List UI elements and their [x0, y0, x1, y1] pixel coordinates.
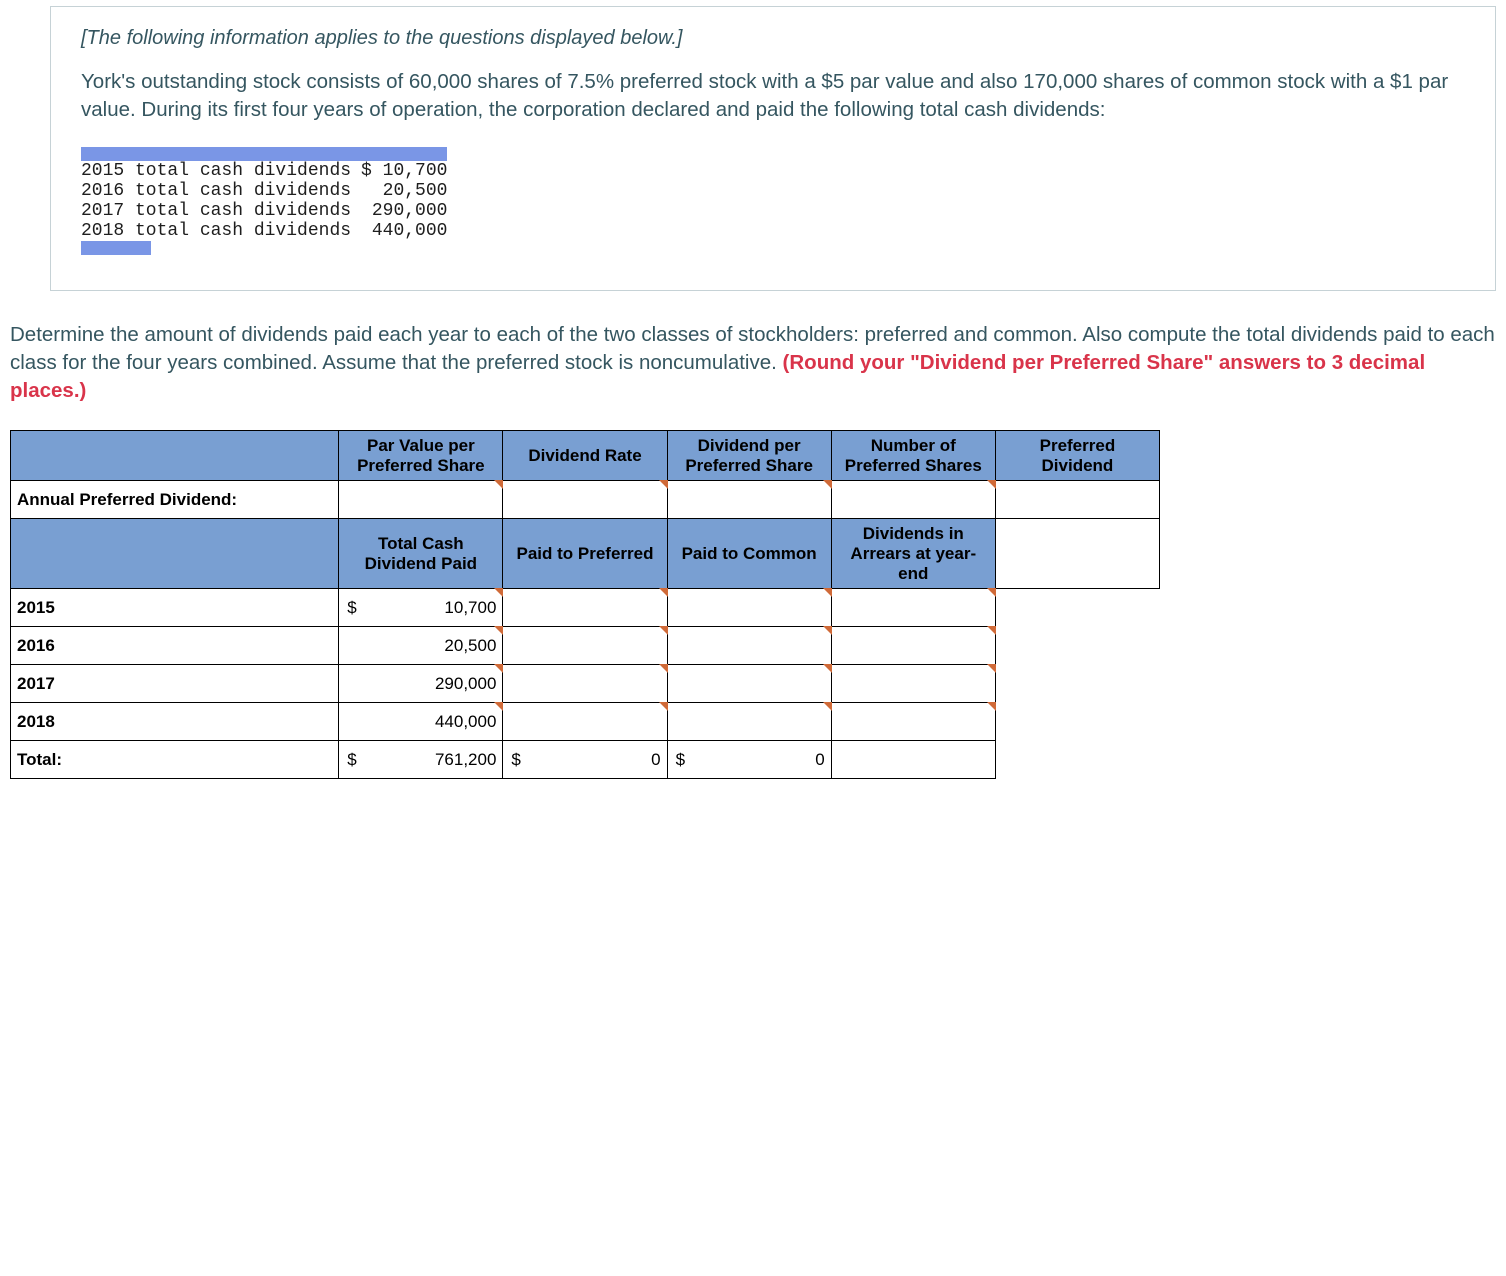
input-arrears[interactable]: [831, 703, 995, 741]
info-card: [The following information applies to th…: [50, 6, 1496, 291]
cell-value: 440,000: [361, 221, 447, 241]
blank-cell: [995, 627, 1159, 665]
col-preferred-dividend: Preferred Dividend: [995, 431, 1159, 481]
table-row: 2018 total cash dividends440,000: [81, 221, 447, 241]
input-dividend-per-share[interactable]: [667, 481, 831, 519]
blank-cell: [831, 741, 995, 779]
cell-total-cash: 440,000: [339, 703, 503, 741]
input-paid-preferred[interactable]: [503, 627, 667, 665]
cell-label: 2016 total cash dividends: [81, 181, 361, 201]
intro-note: [The following information applies to th…: [81, 27, 1465, 50]
col-par-value: Par Value per Preferred Share: [339, 431, 503, 481]
cell-total-common: $0: [667, 741, 831, 779]
input-paid-common[interactable]: [667, 703, 831, 741]
blank-cell: [995, 519, 1159, 589]
blank-cell: [995, 741, 1159, 779]
cell-label: 2018 total cash dividends: [81, 221, 361, 241]
row-label: Annual Preferred Dividend:: [11, 481, 339, 519]
row-2015: 2015 $10,700: [11, 589, 1160, 627]
selection-bar-top: [81, 147, 447, 161]
cell-total-cash: 20,500: [339, 627, 503, 665]
input-paid-common[interactable]: [667, 589, 831, 627]
col-arrears: Dividends in Arrears at year-end: [831, 519, 995, 589]
col-total-cash: Total Cash Dividend Paid: [339, 519, 503, 589]
col-dividend-per-share: Dividend per Preferred Share: [667, 431, 831, 481]
question-text: Determine the amount of dividends paid e…: [10, 321, 1496, 404]
corner-tick-icon: [987, 588, 996, 597]
page-root: [The following information applies to th…: [0, 6, 1506, 799]
blank-header: [11, 519, 339, 589]
row-2017: 2017 290,000: [11, 665, 1160, 703]
col-number-shares: Number of Preferred Shares: [831, 431, 995, 481]
answer-header-row-1: Par Value per Preferred Share Dividend R…: [11, 431, 1160, 481]
dividends-table: 2015 total cash dividends$ 10,700 2016 t…: [81, 161, 447, 241]
blank-cell: [995, 665, 1159, 703]
row-2018: 2018 440,000: [11, 703, 1160, 741]
cell-total-preferred: $0: [503, 741, 667, 779]
corner-tick-icon: [987, 626, 996, 635]
col-dividend-rate: Dividend Rate: [503, 431, 667, 481]
col-paid-preferred: Paid to Preferred: [503, 519, 667, 589]
cell-value: 290,000: [361, 201, 447, 221]
cell-label: 2017 total cash dividends: [81, 201, 361, 221]
answer-table: Par Value per Preferred Share Dividend R…: [10, 430, 1160, 779]
table-row: 2016 total cash dividends20,500: [81, 181, 447, 201]
selection-bar-bottom: [81, 241, 151, 255]
input-arrears[interactable]: [831, 589, 995, 627]
problem-body: York's outstanding stock consists of 60,…: [81, 68, 1465, 123]
input-arrears[interactable]: [831, 627, 995, 665]
row-label: 2017: [11, 665, 339, 703]
input-arrears[interactable]: [831, 665, 995, 703]
input-preferred-dividend[interactable]: [995, 481, 1159, 519]
row-total: Total: $761,200 $0 $0: [11, 741, 1160, 779]
answer-header-row-2: Total Cash Dividend Paid Paid to Preferr…: [11, 519, 1160, 589]
cell-value: $ 10,700: [361, 161, 447, 181]
blank-cell: [995, 589, 1159, 627]
row-label: 2016: [11, 627, 339, 665]
cell-total-cash: 290,000: [339, 665, 503, 703]
input-paid-common[interactable]: [667, 627, 831, 665]
row-label: 2018: [11, 703, 339, 741]
table-row: 2017 total cash dividends290,000: [81, 201, 447, 221]
corner-tick-icon: [987, 702, 996, 711]
annual-preferred-row: Annual Preferred Dividend:: [11, 481, 1160, 519]
row-label: Total:: [11, 741, 339, 779]
cell-total-cash: $10,700: [339, 589, 503, 627]
cell-value: 20,500: [361, 181, 447, 201]
blank-cell: [995, 703, 1159, 741]
cell-label: 2015 total cash dividends: [81, 161, 361, 181]
col-paid-common: Paid to Common: [667, 519, 831, 589]
input-paid-preferred[interactable]: [503, 703, 667, 741]
input-paid-preferred[interactable]: [503, 665, 667, 703]
input-par-value[interactable]: [339, 481, 503, 519]
input-paid-preferred[interactable]: [503, 589, 667, 627]
corner-tick-icon: [987, 664, 996, 673]
blank-header: [11, 431, 339, 481]
input-dividend-rate[interactable]: [503, 481, 667, 519]
row-label: 2015: [11, 589, 339, 627]
table-row: 2015 total cash dividends$ 10,700: [81, 161, 447, 181]
input-paid-common[interactable]: [667, 665, 831, 703]
input-number-shares[interactable]: [831, 481, 995, 519]
row-2016: 2016 20,500: [11, 627, 1160, 665]
cell-total-cash: $761,200: [339, 741, 503, 779]
dividends-data-block: 2015 total cash dividends$ 10,700 2016 t…: [81, 147, 447, 255]
